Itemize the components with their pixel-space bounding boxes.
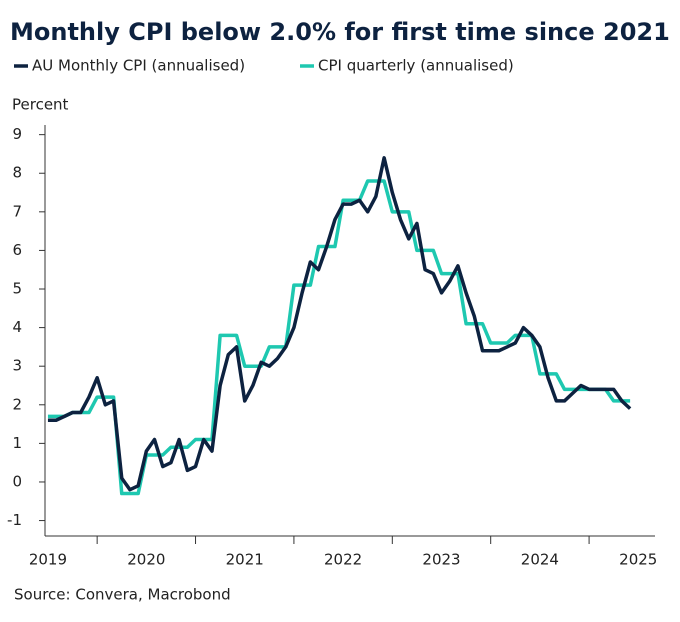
y-tick-label: 5 bbox=[12, 280, 22, 298]
y-tick-label: 0 bbox=[12, 472, 22, 490]
y-axis-label: Percent bbox=[12, 96, 69, 114]
x-tick-label: 2024 bbox=[521, 551, 559, 569]
y-tick-label: -1 bbox=[7, 511, 22, 529]
y-tick-label: 9 bbox=[12, 125, 22, 143]
y-tick-label: 6 bbox=[12, 241, 22, 259]
legend-label: CPI quarterly (annualised) bbox=[318, 57, 514, 75]
x-tick-label: 2025 bbox=[619, 551, 657, 569]
y-tick-label: 7 bbox=[12, 202, 22, 220]
chart-title: Monthly CPI below 2.0% for first time si… bbox=[10, 18, 670, 46]
source: Source: Convera, Macrobond bbox=[14, 586, 231, 604]
x-tick-label: 2019 bbox=[29, 551, 67, 569]
y-tick-label: 3 bbox=[12, 357, 22, 375]
y-tick-label: 1 bbox=[12, 434, 22, 452]
y-tick-label: 2 bbox=[12, 395, 22, 413]
x-tick-label: 2022 bbox=[324, 551, 362, 569]
y-tick-label: 4 bbox=[12, 318, 22, 336]
x-tick-label: 2021 bbox=[226, 551, 264, 569]
x-tick-label: 2020 bbox=[127, 551, 165, 569]
y-tick-label: 8 bbox=[12, 164, 22, 182]
legend-label: AU Monthly CPI (annualised) bbox=[32, 57, 245, 75]
x-tick-label: 2023 bbox=[422, 551, 460, 569]
series-line bbox=[47, 179, 631, 496]
series-line bbox=[47, 156, 632, 492]
